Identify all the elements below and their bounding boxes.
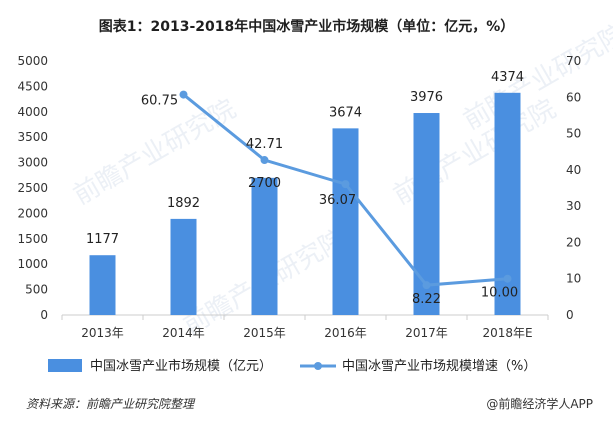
x-tick-label: 2018年E (482, 326, 532, 340)
bar (332, 128, 359, 315)
legend-line-label: 中国冰雪产业市场规模增速（%） (342, 358, 536, 374)
watermark-text: 前瞻产业研究院 (69, 94, 242, 211)
left-axis: 0 500 1000 1500 2000 2500 3000 3500 4000 4500 5000 (17, 54, 48, 322)
line-data-label: 10.00 (481, 286, 518, 301)
line-data-label: 42.71 (246, 137, 283, 152)
left-tick-label: 4000 (17, 105, 48, 119)
line-series: 60.75 42.71 36.07 8.22 10.00 (141, 90, 518, 307)
bar (170, 218, 197, 315)
line-data-label: 8.22 (412, 292, 441, 307)
legend-bar-swatch (48, 359, 82, 372)
left-tick-label: 5000 (17, 54, 48, 68)
bar (251, 177, 278, 315)
bar (89, 255, 116, 315)
legend-bar-label: 中国冰雪产业市场规模（亿元） (90, 358, 272, 374)
line-point (503, 274, 512, 283)
right-tick-label: 40 (566, 163, 581, 177)
legend: 中国冰雪产业市场规模（亿元） 中国冰雪产业市场规模增速（%） (48, 358, 536, 374)
left-tick-label: 1500 (17, 232, 48, 246)
right-tick-label: 60 (566, 90, 581, 104)
x-tick-label: 2013年 (81, 326, 124, 340)
line-point (179, 90, 188, 99)
line-point (341, 180, 350, 189)
right-tick-label: 70 (566, 54, 581, 68)
left-tick-label: 3000 (17, 156, 48, 170)
x-tick-label: 2016年 (324, 326, 367, 340)
brand-label: @前瞻经济学人APP (486, 397, 593, 411)
left-tick-label: 500 (25, 283, 48, 297)
x-axis: 2013年 2014年 2015年 2016年 2017年 2018年E (61, 314, 549, 340)
right-tick-label: 10 (566, 272, 581, 286)
right-tick-label: 0 (566, 308, 574, 322)
bar-data-label: 3976 (410, 90, 443, 105)
bar-series: 1177 1892 2700 3674 3976 4374 (86, 70, 524, 316)
left-tick-label: 1000 (17, 257, 48, 271)
bar-data-label: 3674 (329, 105, 362, 120)
source-note: 资料来源：前瞻产业研究院整理 (26, 397, 195, 411)
line-point (260, 156, 269, 165)
line-data-label: 60.75 (141, 94, 178, 109)
left-tick-label: 0 (40, 308, 48, 322)
legend-line-marker (314, 362, 322, 370)
line-point (422, 281, 431, 290)
bar-data-label: 4374 (491, 70, 524, 85)
left-tick-label: 3500 (17, 130, 48, 144)
bar-data-label: 1177 (86, 232, 119, 247)
right-tick-label: 20 (566, 235, 581, 249)
right-tick-label: 50 (566, 127, 581, 141)
right-axis: 0 10 20 30 40 50 60 70 (566, 54, 581, 322)
x-tick-label: 2015年 (243, 326, 286, 340)
left-tick-label: 2000 (17, 206, 48, 220)
left-tick-label: 2500 (17, 181, 48, 195)
right-tick-label: 30 (566, 199, 581, 213)
left-tick-label: 4500 (17, 79, 48, 93)
line-data-label: 36.07 (319, 193, 356, 208)
x-tick-label: 2017年 (405, 326, 448, 340)
bar-data-label: 1892 (167, 196, 200, 211)
chart-title: 图表1：2013-2018年中国冰雪产业市场规模（单位：亿元，%） (98, 19, 515, 35)
bar-data-label: 2700 (248, 176, 281, 191)
x-tick-label: 2014年 (162, 326, 205, 340)
